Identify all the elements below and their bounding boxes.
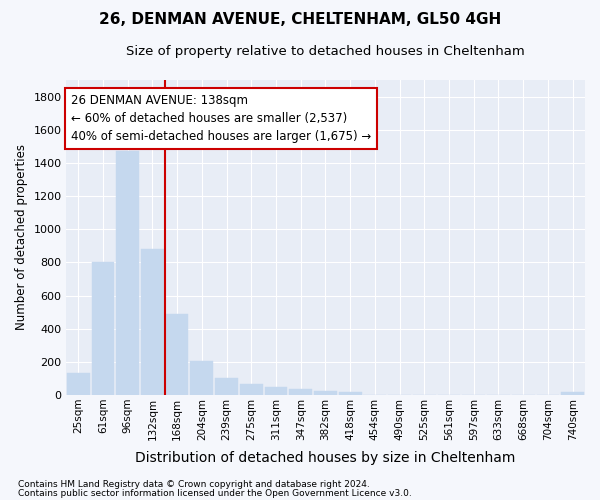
Bar (67, 374, 89, 395)
Bar (166, 314, 188, 395)
Bar (339, 392, 362, 395)
Bar (289, 389, 312, 395)
Bar (92, 262, 115, 395)
Text: 26, DENMAN AVENUE, CHELTENHAM, GL50 4GH: 26, DENMAN AVENUE, CHELTENHAM, GL50 4GH (99, 12, 501, 28)
Bar (215, 378, 238, 395)
Bar (314, 391, 337, 395)
X-axis label: Distribution of detached houses by size in Cheltenham: Distribution of detached houses by size … (135, 451, 515, 465)
Bar (561, 392, 584, 395)
Title: Size of property relative to detached houses in Cheltenham: Size of property relative to detached ho… (126, 45, 525, 58)
Text: Contains public sector information licensed under the Open Government Licence v3: Contains public sector information licen… (18, 488, 412, 498)
Text: 26 DENMAN AVENUE: 138sqm
← 60% of detached houses are smaller (2,537)
40% of sem: 26 DENMAN AVENUE: 138sqm ← 60% of detach… (71, 94, 371, 143)
Text: Contains HM Land Registry data © Crown copyright and database right 2024.: Contains HM Land Registry data © Crown c… (18, 480, 370, 489)
Bar (265, 387, 287, 395)
Bar (116, 152, 139, 395)
Bar (240, 384, 263, 395)
Bar (190, 361, 213, 395)
Bar (141, 249, 164, 395)
Y-axis label: Number of detached properties: Number of detached properties (15, 144, 28, 330)
